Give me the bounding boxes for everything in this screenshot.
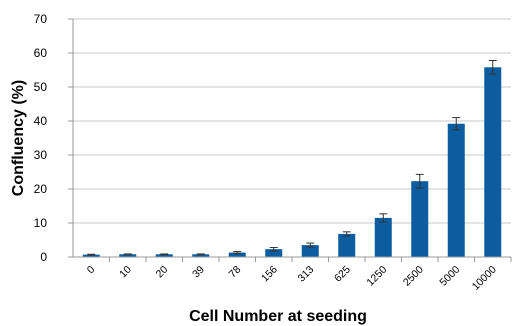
error-bar-2500 xyxy=(415,173,424,189)
error-bar-1250 xyxy=(379,213,388,223)
y-tick-label: 40 xyxy=(34,114,48,128)
x-tick-labels: 0 10 20 39 78 156 313 625 1250 2500 5000 10000 xyxy=(85,264,499,293)
x-tick-label: 39 xyxy=(190,264,207,281)
gridlines xyxy=(68,18,511,258)
x-tick-label: 20 xyxy=(154,264,171,281)
x-tick-label: 5000 xyxy=(437,264,462,289)
y-tick-label: 30 xyxy=(34,148,48,162)
bar-1250 xyxy=(374,217,392,257)
bar-0 xyxy=(82,254,100,257)
bar-78 xyxy=(228,252,246,257)
error-bar-313 xyxy=(306,242,315,248)
error-bar-78 xyxy=(233,251,242,255)
bar-2500 xyxy=(411,181,429,257)
error-bars xyxy=(87,59,497,256)
bar-156 xyxy=(265,249,283,257)
y-axis-title: Confluency (%) xyxy=(10,80,27,196)
bar-10 xyxy=(119,254,137,257)
error-bar-39 xyxy=(196,253,205,256)
error-bar-10000 xyxy=(488,59,497,75)
bar-10000 xyxy=(484,67,502,257)
x-tick-label: 78 xyxy=(227,264,244,281)
y-tick-label: 10 xyxy=(34,216,48,230)
error-bar-156 xyxy=(269,246,278,252)
error-bar-10 xyxy=(123,253,132,256)
bar-20 xyxy=(155,254,173,257)
x-tick-label: 0 xyxy=(85,264,98,277)
error-bar-625 xyxy=(342,231,351,237)
bar-5000 xyxy=(447,123,465,257)
axes xyxy=(72,19,512,262)
x-tick-label: 1250 xyxy=(364,264,389,289)
x-tick-label: 2500 xyxy=(401,264,426,289)
x-tick-label: 313 xyxy=(295,264,316,285)
y-tick-label: 20 xyxy=(34,182,48,196)
error-bar-0 xyxy=(87,253,96,256)
x-tick-label: 10 xyxy=(117,264,134,281)
error-bar-20 xyxy=(160,253,169,256)
y-tick-label: 60 xyxy=(34,46,48,60)
bar-625 xyxy=(338,233,356,257)
y-tick-label: 50 xyxy=(34,80,48,94)
bars xyxy=(82,67,502,257)
x-tick-label: 10000 xyxy=(470,264,499,293)
bar-313 xyxy=(301,245,319,257)
x-axis-title: Cell Number at seeding xyxy=(189,308,367,325)
y-tick-labels: 0 10 20 30 40 50 60 70 xyxy=(34,12,48,264)
error-bar-5000 xyxy=(452,117,461,131)
y-tick-label: 0 xyxy=(40,250,47,264)
bar-39 xyxy=(192,254,210,257)
x-tick-label: 156 xyxy=(259,264,280,285)
y-tick-label: 70 xyxy=(34,12,48,26)
x-tick-label: 625 xyxy=(332,264,353,285)
